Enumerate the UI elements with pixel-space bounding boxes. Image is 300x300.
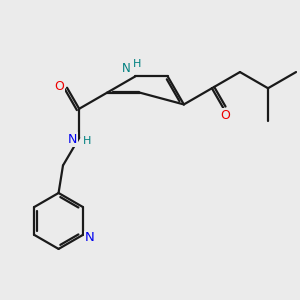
Text: H: H — [133, 59, 141, 69]
Text: N: N — [122, 61, 130, 75]
Text: N: N — [68, 133, 77, 146]
Text: O: O — [55, 80, 64, 93]
Text: O: O — [220, 109, 230, 122]
Text: N: N — [84, 231, 94, 244]
Text: H: H — [83, 136, 92, 146]
